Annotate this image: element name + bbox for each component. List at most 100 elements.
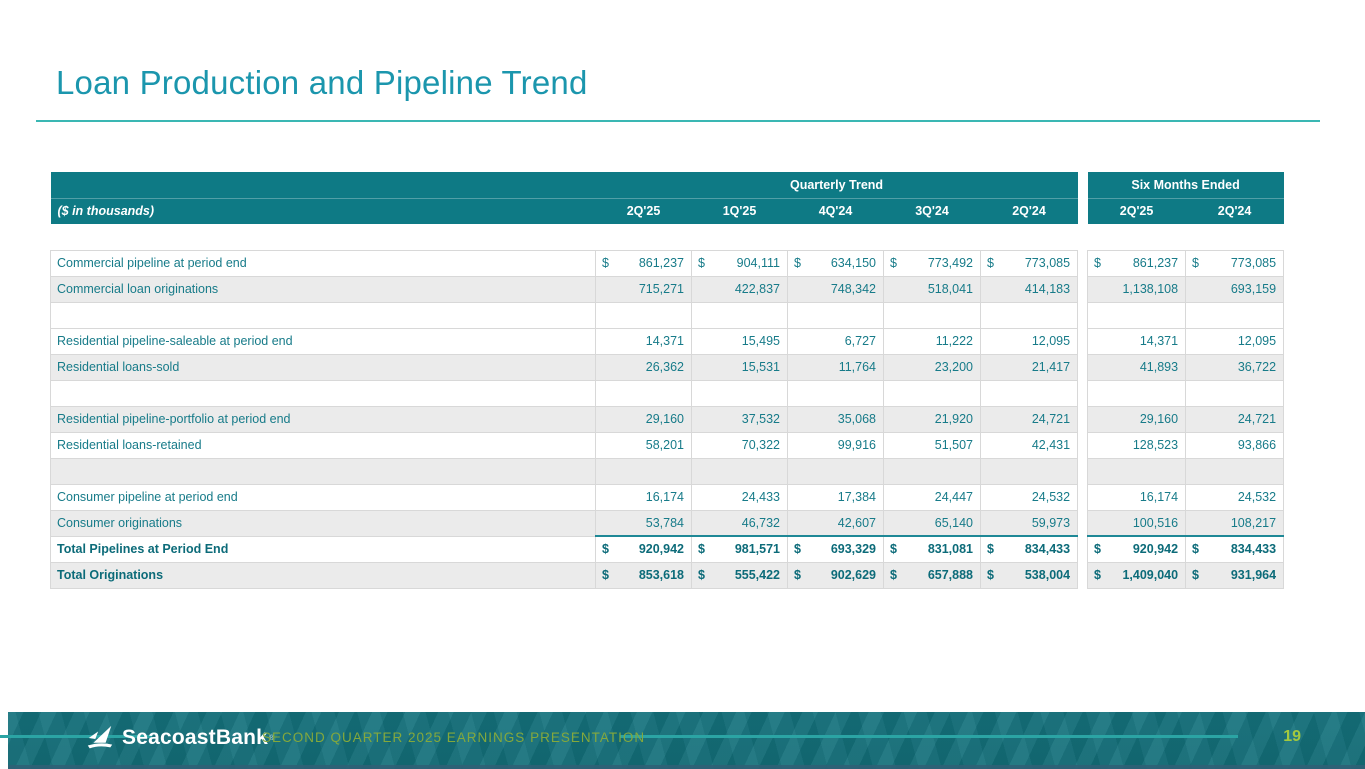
currency-symbol: $ xyxy=(987,256,994,270)
value-cell xyxy=(691,379,788,407)
value-cell: $538,004 xyxy=(979,561,1079,589)
currency-symbol: $ xyxy=(987,542,994,557)
value-cell: 24,532 xyxy=(979,483,1079,511)
cell-value: 920,942 xyxy=(638,542,684,557)
value-cell: $831,081 xyxy=(883,535,981,563)
cell-value: 748,342 xyxy=(830,282,876,296)
currency-symbol: $ xyxy=(1192,568,1199,582)
column-gap-cell xyxy=(1077,276,1088,302)
value-cell xyxy=(787,457,884,485)
cell-value: 14,371 xyxy=(645,334,684,348)
value-cell xyxy=(595,301,692,329)
currency-symbol: $ xyxy=(1094,568,1101,582)
group-header-six-months-ended: Six Months Ended xyxy=(1087,172,1284,198)
row-label: Residential pipeline-saleable at period … xyxy=(50,327,596,355)
table-column-header-row: ($ in thousands) 2Q'25 1Q'25 4Q'24 3Q'24… xyxy=(50,197,1284,224)
cell-value: 693,329 xyxy=(830,542,876,557)
value-cell: 12,095 xyxy=(979,327,1079,355)
value-cell xyxy=(1185,379,1285,407)
group-header-quarterly-trend: Quarterly Trend xyxy=(595,172,1078,198)
value-cell: 29,160 xyxy=(1087,405,1187,433)
table-row: Total Originations $853,618 $555,422 $902,6… xyxy=(50,561,1285,589)
currency-symbol: $ xyxy=(1094,542,1101,557)
row-label xyxy=(50,379,596,407)
value-cell: $861,237 xyxy=(595,249,692,277)
value-cell xyxy=(595,379,692,407)
value-cell: 70,322 xyxy=(691,431,788,459)
cell-value: 773,085 xyxy=(1230,256,1277,270)
cell-value: 657,888 xyxy=(927,568,973,582)
value-cell: $773,492 xyxy=(883,249,981,277)
cell-value: 29,160 xyxy=(645,412,684,426)
seacoast-logo: SeacoastBank ® xyxy=(85,722,274,754)
value-cell xyxy=(1185,457,1285,485)
table-blank-row xyxy=(50,457,1285,485)
value-cell: 15,495 xyxy=(691,327,788,355)
value-cell: 16,174 xyxy=(1087,483,1187,511)
cell-value: 58,201 xyxy=(645,438,684,452)
col-header-q1: 2Q'25 xyxy=(595,197,692,224)
value-cell: 93,866 xyxy=(1185,431,1285,459)
cell-value: 59,973 xyxy=(1031,515,1071,530)
cell-value: 65,140 xyxy=(934,515,973,530)
cell-value: 41,893 xyxy=(1139,360,1179,374)
cell-value: 414,183 xyxy=(1024,282,1071,296)
table-blank-row xyxy=(50,379,1285,407)
value-cell: 11,764 xyxy=(787,353,884,381)
column-gap-cell xyxy=(1077,406,1088,432)
value-cell: 41,893 xyxy=(1087,353,1187,381)
cell-value: 853,618 xyxy=(638,568,684,582)
cell-value: 831,081 xyxy=(927,542,973,557)
cell-value: 12,095 xyxy=(1031,334,1071,348)
value-cell: 128,523 xyxy=(1087,431,1187,459)
value-cell: 693,159 xyxy=(1185,275,1285,303)
value-cell: 21,417 xyxy=(979,353,1079,381)
cell-value: 773,492 xyxy=(927,256,973,270)
page-number: 19 xyxy=(1283,728,1301,745)
value-cell: $902,629 xyxy=(787,561,884,589)
value-cell: $920,942 xyxy=(1087,535,1187,563)
table-group-header-row: Quarterly Trend Six Months Ended xyxy=(50,172,1284,198)
value-cell: 65,140 xyxy=(883,509,981,537)
value-cell xyxy=(979,457,1079,485)
value-cell xyxy=(979,379,1079,407)
table-row: Consumer pipeline at period end 16,174 24,… xyxy=(50,483,1285,511)
cell-value: 634,150 xyxy=(830,256,876,270)
cell-value: 24,721 xyxy=(1237,412,1277,426)
value-cell: 24,532 xyxy=(1185,483,1285,511)
column-gap-cell xyxy=(1077,510,1088,536)
value-cell: $1,409,040 xyxy=(1087,561,1187,589)
value-cell: 14,371 xyxy=(1087,327,1187,355)
value-cell: 24,721 xyxy=(979,405,1079,433)
table-blank-row xyxy=(50,301,1285,329)
cell-value: 1,409,040 xyxy=(1122,568,1179,582)
cell-value: 834,433 xyxy=(1024,542,1071,557)
cell-value: 24,721 xyxy=(1031,412,1071,426)
value-cell xyxy=(1087,301,1187,329)
cell-value: 861,237 xyxy=(638,256,684,270)
cell-value: 904,111 xyxy=(736,256,780,270)
column-gap-cell xyxy=(1077,302,1088,328)
cell-value: 14,371 xyxy=(1139,334,1179,348)
value-cell xyxy=(979,301,1079,329)
value-cell: $773,085 xyxy=(1185,249,1285,277)
value-cell: $834,433 xyxy=(1185,535,1285,563)
value-cell: $634,150 xyxy=(787,249,884,277)
value-cell: $981,571 xyxy=(691,535,788,563)
value-cell: 42,607 xyxy=(787,509,884,537)
value-cell: 11,222 xyxy=(883,327,981,355)
sailboat-icon xyxy=(87,725,113,749)
row-label: Consumer pipeline at period end xyxy=(50,483,596,511)
column-gap-cell xyxy=(1077,458,1088,484)
value-cell: 59,973 xyxy=(979,509,1079,537)
value-cell: 422,837 xyxy=(691,275,788,303)
currency-symbol: $ xyxy=(1094,256,1101,270)
column-gap-cell xyxy=(1077,432,1088,458)
loan-production-table-wrap: Quarterly Trend Six Months Ended ($ in t… xyxy=(50,172,1285,589)
cell-value: 128,523 xyxy=(1132,438,1179,452)
value-cell: 42,431 xyxy=(979,431,1079,459)
value-cell: 53,784 xyxy=(595,509,692,537)
cell-value: 36,722 xyxy=(1237,360,1277,374)
column-gap-cell xyxy=(1077,536,1088,562)
cell-value: 6,727 xyxy=(844,334,876,348)
